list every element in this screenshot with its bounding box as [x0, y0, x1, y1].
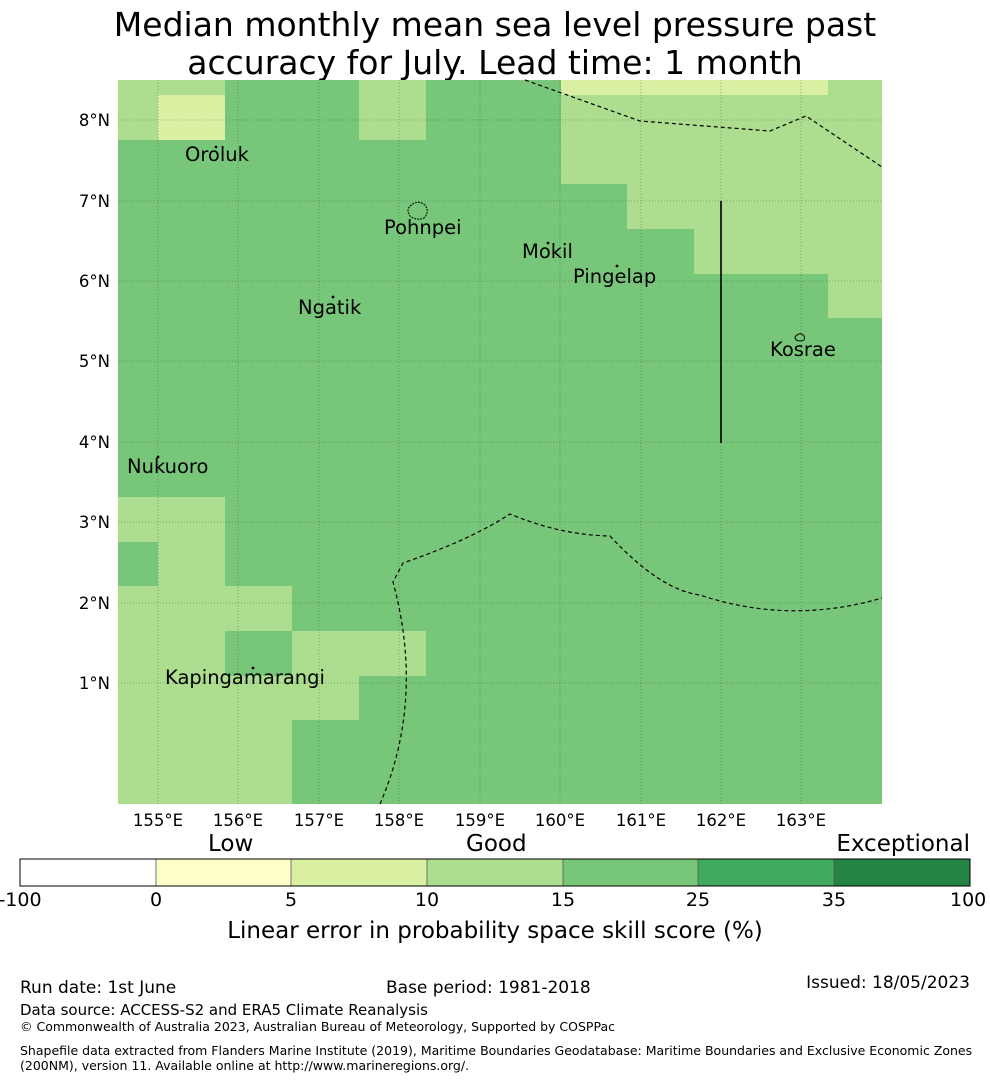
shapefile-credit-line-2: (200NM), version 11. Available online at… — [20, 1058, 470, 1073]
grid-cell — [359, 80, 426, 140]
run-date: Run date: 1st June — [20, 978, 177, 998]
colorbar-segment — [834, 859, 970, 886]
lon-tick-label: 158°E — [374, 811, 424, 830]
maritime-boundaries — [379, 79, 883, 805]
lon-tick-label: 159°E — [455, 811, 505, 830]
mokil-atoll — [546, 241, 550, 245]
lat-tick-label: 5°N — [79, 352, 110, 371]
ngatik-atoll — [331, 295, 335, 299]
grid-cell — [118, 80, 158, 140]
colorbar-tick-label: -100 — [0, 889, 42, 911]
islands — [156, 145, 805, 670]
issued-date: Issued: 18/05/2023 — [806, 973, 970, 993]
data-source: Data source: ACCESS-S2 and ERA5 Climate … — [20, 1001, 428, 1019]
colorbar-tick-label: 25 — [685, 889, 711, 911]
lon-tick-label: 157°E — [294, 811, 344, 830]
colorbar-tick-label: 100 — [950, 889, 987, 911]
eez-boundary-north — [524, 79, 883, 168]
grid-cell — [158, 95, 225, 140]
grid-cell — [828, 274, 882, 318]
lat-tick-label: 8°N — [79, 111, 110, 130]
lon-tick-label: 161°E — [616, 811, 666, 830]
grid-cell — [158, 80, 225, 95]
grid-cell — [118, 497, 225, 542]
colorbar-category-exceptional: Exceptional — [836, 831, 970, 857]
colorbar-category-good: Good — [466, 831, 527, 857]
map-title: Median monthly mean sea level pressure p… — [0, 6, 990, 82]
colorbar-segment — [20, 859, 156, 886]
colorbar-segment — [156, 859, 291, 886]
colorbar-tick-label: 35 — [821, 889, 847, 911]
lat-tick-label: 7°N — [79, 192, 110, 211]
lat-axis: 8°N 7°N 6°N 5°N 4°N 3°N 2°N 1°N — [79, 111, 110, 693]
place-label-kapingamarangi: Kapingamarangi — [165, 666, 325, 689]
colorbar-segment — [698, 859, 834, 886]
place-labels: Oroluk Pohnpei Mokil Pingelap Ngatik Kos… — [127, 143, 836, 689]
place-label-ngatik: Ngatik — [298, 296, 362, 319]
colorbar-segment — [563, 859, 698, 886]
kosrae-island-outline — [794, 333, 805, 342]
grid-cell — [158, 542, 225, 586]
grid-cell — [694, 229, 882, 274]
shapefile-credit-line-1: Shapefile data extracted from Flanders M… — [20, 1043, 973, 1058]
colorbar-segment — [427, 859, 563, 886]
oroluk-atoll — [214, 145, 218, 149]
lon-tick-label: 163°E — [776, 811, 826, 830]
lat-tick-label: 1°N — [79, 674, 110, 693]
place-label-nukuoro: Nukuoro — [127, 455, 208, 478]
colorbar — [19, 858, 971, 887]
colorbar-tick-label: 5 — [284, 889, 298, 911]
lon-tick-label: 160°E — [535, 811, 585, 830]
place-label-oroluk: Oroluk — [185, 143, 250, 166]
place-label-kosrae: Kosrae — [770, 338, 836, 361]
colorbar-tick-label: 10 — [414, 889, 440, 911]
lon-axis: 155°E 156°E 157°E 158°E 159°E 160°E 161°… — [133, 811, 826, 830]
grid-cell — [561, 95, 882, 184]
grid-cell — [828, 80, 882, 95]
title-line-2: accuracy for July. Lead time: 1 month — [187, 43, 803, 82]
place-label-mokil: Mokil — [522, 240, 573, 263]
kapingamarangi-atoll — [251, 666, 255, 670]
lat-tick-label: 2°N — [79, 594, 110, 613]
pohnpei-island-outline — [407, 201, 428, 220]
nukuoro-atoll — [156, 455, 160, 459]
base-period: Base period: 1981-2018 — [386, 978, 591, 998]
colorbar-frame — [19, 858, 971, 887]
grid-cell — [118, 586, 292, 631]
colorbar-tick-label: 15 — [550, 889, 576, 911]
lat-tick-label: 4°N — [79, 433, 110, 452]
pingelap-atoll — [615, 264, 619, 268]
colorbar-tick-label: 0 — [149, 889, 163, 911]
lat-tick-label: 3°N — [79, 513, 110, 532]
colorbar-segment — [291, 859, 427, 886]
place-label-pingelap: Pingelap — [573, 265, 656, 288]
grid-cell — [118, 631, 225, 676]
lon-tick-label: 162°E — [696, 811, 746, 830]
lon-tick-label: 156°E — [213, 811, 263, 830]
place-label-pohnpei: Pohnpei — [384, 216, 462, 239]
colorbar-category-low: Low — [208, 831, 254, 857]
grid-cell — [118, 720, 292, 804]
grid-cell — [627, 184, 882, 229]
lon-tick-label: 155°E — [133, 811, 183, 830]
colorbar-label: Linear error in probability space skill … — [227, 918, 763, 944]
lat-tick-label: 6°N — [79, 272, 110, 291]
gridlines — [118, 80, 882, 804]
title-line-1: Median monthly mean sea level pressure p… — [113, 5, 877, 44]
grid-cell — [561, 80, 828, 95]
copyright: © Commonwealth of Australia 2023, Austra… — [20, 1019, 615, 1034]
